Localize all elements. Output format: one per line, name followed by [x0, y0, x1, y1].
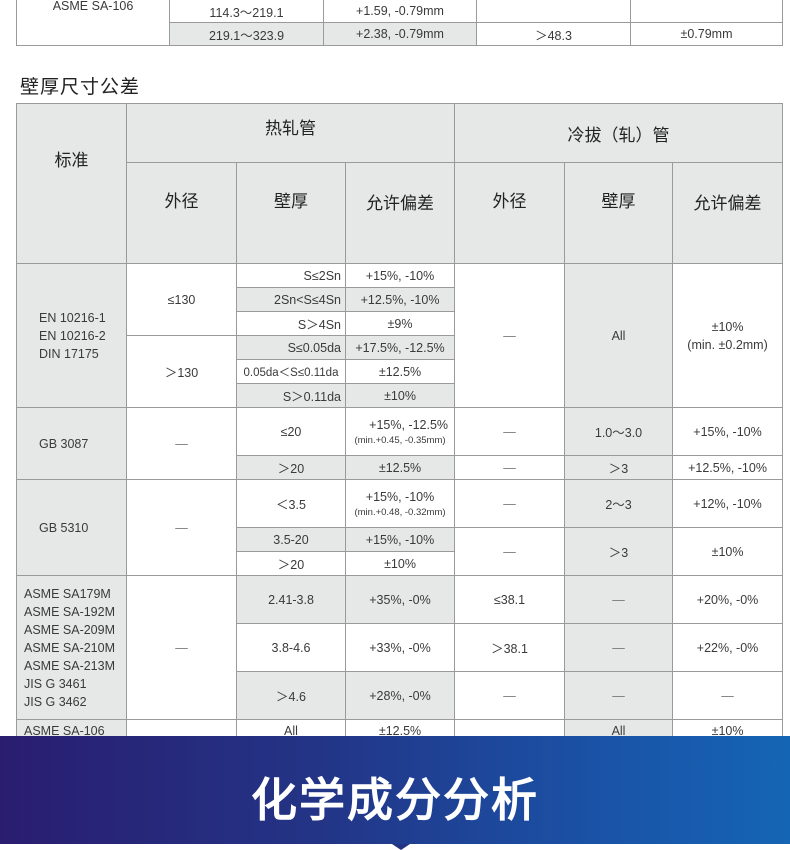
- hot-tolerance-cell: +15%, -10%: [344, 263, 456, 288]
- hot-wall-cell: ＜3.5: [236, 479, 346, 528]
- section-banner: 化学成分分析: [0, 736, 790, 844]
- header-hot-wall: 壁厚: [236, 162, 346, 264]
- cold-wall-cell: —: [564, 623, 674, 672]
- cold-wall-cell: —: [564, 575, 674, 624]
- hot-tolerance-cell: ±10%: [344, 551, 456, 576]
- cold-od-cell: —: [454, 527, 566, 576]
- hot-wall-cell: 2Sn<S≤4Sn: [236, 287, 346, 312]
- cold-wall-cell: 2～3: [564, 479, 674, 528]
- cold-od-cell: —: [454, 455, 566, 480]
- hot-wall-cell: ＞4.6: [236, 671, 346, 720]
- hot-tolerance-cell: ±10%: [344, 383, 456, 408]
- hot-wall-cell: ≤20: [236, 407, 346, 456]
- cold-od-cell: —: [454, 671, 566, 720]
- header-cold-drawn: 冷拔（轧）管: [454, 103, 784, 163]
- hot-wall-cell: 3.5-20: [236, 527, 346, 552]
- cold-tolerance-cell: —: [672, 671, 784, 720]
- cold-tolerance-cell: ±10%: [672, 527, 784, 576]
- hot-wall-cell: S＞0.11da: [236, 383, 346, 408]
- hot-wall-cell: ＞20: [236, 551, 346, 576]
- cold-od-cell: —: [454, 479, 566, 528]
- cold-od-cell: ≤38.1: [454, 575, 566, 624]
- hot-tolerance-cell: ±9%: [344, 311, 456, 336]
- hot-od-cell: ≤130: [126, 263, 237, 336]
- banner-title: 化学成分分析: [251, 773, 539, 827]
- header-cold-tolerance: 允许偏差: [672, 162, 784, 264]
- hot-wall-cell: 2.41-3.8: [236, 575, 346, 624]
- header-standard: 标准: [16, 103, 127, 264]
- cold-wall-cell: 1.0～3.0: [564, 407, 674, 456]
- cold-wall-cell: ＞3: [564, 527, 674, 576]
- hot-od-cell: —: [126, 575, 237, 720]
- hot-od-cell: —: [126, 407, 237, 480]
- top-col4: ＞48.3: [476, 22, 631, 46]
- top-od-tolerance: +2.38, -0.79mm: [323, 22, 477, 46]
- hot-tolerance-cell: +15%, -10%: [344, 527, 456, 552]
- hot-tolerance-cell: +33%, -0%: [344, 623, 456, 672]
- od-tolerance-table-tail: ASME SA-106 114.3～219.1 +1.59, -0.79mm 2…: [16, 0, 783, 46]
- hot-wall-cell: S≤0.05da: [236, 335, 346, 360]
- cold-od-cell: —: [454, 263, 566, 408]
- top-col5: ±0.79mm: [630, 22, 783, 46]
- hot-wall-cell: ＞20: [236, 455, 346, 480]
- header-cold-wall: 壁厚: [564, 162, 674, 264]
- hot-tolerance-cell: +12.5%, -10%: [344, 287, 456, 312]
- cold-wall-cell: —: [564, 671, 674, 720]
- standard-cell-en: EN 10216-1 EN 10216-2 DIN 17175: [16, 263, 127, 408]
- hot-tolerance-cell: +15%, -12.5% (min.+0.45, -0.35mm): [344, 407, 456, 456]
- hot-tolerance-cell: ±12.5%: [344, 455, 456, 480]
- hot-tolerance-cell: +35%, -0%: [344, 575, 456, 624]
- header-hot-tolerance: 允许偏差: [344, 162, 456, 264]
- top-od-tolerance: +1.59, -0.79mm: [323, 0, 477, 23]
- cold-od-cell: ＞38.1: [454, 623, 566, 672]
- cold-tolerance-cell: ±10% (min. ±0.2mm): [672, 263, 784, 408]
- hot-od-cell: ＞130: [126, 335, 237, 408]
- hot-od-cell: —: [126, 479, 237, 576]
- cold-tolerance-cell: +20%, -0%: [672, 575, 784, 624]
- top-od-range: 219.1～323.9: [169, 22, 324, 46]
- section-title: 壁厚尺寸公差: [20, 76, 141, 98]
- cold-od-cell: —: [454, 407, 566, 456]
- hot-wall-cell: 3.8-4.6: [236, 623, 346, 672]
- cold-tolerance-cell: +22%, -0%: [672, 623, 784, 672]
- hot-tolerance-cell: ±12.5%: [344, 359, 456, 384]
- wall-thickness-tolerance-table: 标准 热轧管 冷拔（轧）管 外径 壁厚 允许偏差 外径 壁厚 允许偏差 EN 1…: [16, 103, 784, 743]
- standard-cell-gb5310: GB 5310: [16, 479, 127, 576]
- header-hot-od: 外径: [126, 162, 237, 264]
- top-od-range: 114.3～219.1: [169, 0, 324, 23]
- cold-wall-cell: ＞3: [564, 455, 674, 480]
- cold-tolerance-cell: +15%, -10%: [672, 407, 784, 456]
- header-hot-rolled: 热轧管: [125, 103, 456, 163]
- standard-cell-gb3087: GB 3087: [16, 407, 127, 480]
- header-cold-od: 外径: [454, 162, 566, 264]
- hot-wall-cell: 0.05da＜S≤0.11da: [236, 359, 346, 384]
- hot-tolerance-cell: +15%, -10% (min.+0.48, -0.32mm): [344, 479, 456, 528]
- hot-tolerance-cell: +17.5%, -12.5%: [344, 335, 456, 360]
- top-standard: ASME SA-106: [16, 0, 170, 46]
- hot-wall-cell: S＞4Sn: [236, 311, 346, 336]
- hot-wall-cell: S≤2Sn: [236, 263, 346, 288]
- cold-wall-cell: All: [564, 263, 674, 408]
- banner-arrow-icon: [392, 844, 410, 850]
- hot-tolerance-cell: +28%, -0%: [344, 671, 456, 720]
- cold-tolerance-cell: +12.5%, -10%: [672, 455, 784, 480]
- cold-tolerance-cell: +12%, -10%: [672, 479, 784, 528]
- standard-cell-asme-jis: ASME SA179M ASME SA-192M ASME SA-209M AS…: [16, 575, 127, 720]
